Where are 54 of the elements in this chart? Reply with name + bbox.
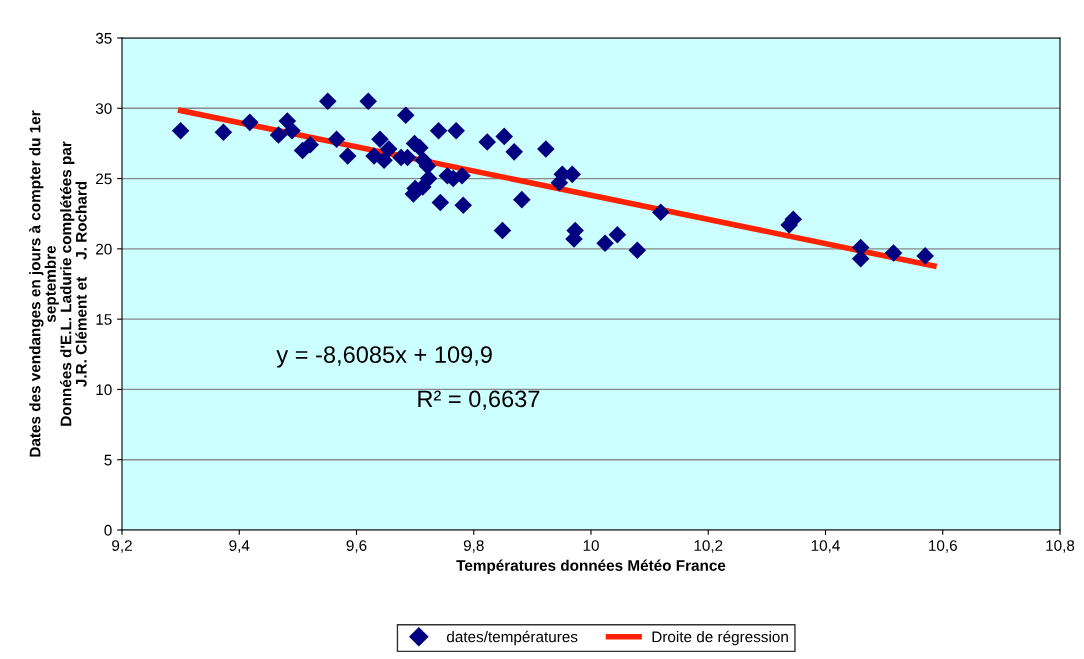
x-tick-label: 9,6 (346, 540, 367, 553)
y-tick-label: 10 (96, 384, 112, 396)
point (269, 126, 288, 144)
x-tick-label: 10,8 (1046, 540, 1075, 553)
point (454, 196, 472, 215)
point (513, 190, 531, 209)
point (429, 121, 448, 140)
point (431, 193, 450, 212)
x-axis-title: Températures données Météo France (456, 559, 726, 574)
point (379, 140, 398, 158)
point (171, 121, 190, 140)
point (214, 123, 233, 141)
x-tick-label: 9,2 (112, 540, 132, 553)
point (608, 226, 627, 244)
legend-label: dates/températures (446, 630, 578, 646)
annotation: y = -8,6085x + 109,9 (276, 346, 492, 368)
y-tick-label: 35 (95, 32, 112, 44)
point (318, 92, 337, 111)
annotation: R² = 0,6637 (418, 390, 540, 411)
point (651, 203, 670, 222)
point (505, 143, 523, 161)
point (301, 136, 319, 154)
point (493, 221, 512, 240)
y-tick-label: 0 (104, 524, 112, 536)
x-tick-label: 9,4 (229, 540, 250, 553)
point (396, 106, 415, 125)
y-tick-label: 30 (95, 103, 112, 114)
point (241, 113, 259, 132)
point (916, 247, 934, 265)
y-tick-label: 5 (104, 454, 112, 466)
x-tick-label: 10,4 (811, 540, 840, 553)
point (537, 140, 555, 158)
x-tick-label: 10,2 (694, 540, 723, 553)
point (283, 121, 301, 140)
point (495, 127, 514, 146)
x-tick-label: 9,8 (463, 540, 484, 553)
point (628, 241, 647, 260)
point (478, 133, 497, 151)
point (327, 130, 346, 148)
point (338, 147, 357, 165)
x-tick-label: 10 (583, 540, 599, 551)
point (596, 234, 614, 253)
y-axis-title: Dates des vendanges en jours à compter du 1er septembre Données d'E.L. Ladurie complétées par J.R. Clément et J. Rochard (29, 110, 87, 457)
x-tick-label: 10,6 (929, 540, 957, 553)
y-tick-label: 15 (96, 314, 112, 325)
point (371, 130, 389, 148)
point (419, 169, 438, 188)
point (359, 92, 378, 111)
point (884, 244, 903, 262)
legend-label: Droite de régression (652, 630, 788, 646)
y-tick-label: 25 (96, 173, 112, 185)
point (447, 121, 465, 140)
point (375, 151, 393, 170)
y-tick-label: 20 (96, 243, 112, 255)
